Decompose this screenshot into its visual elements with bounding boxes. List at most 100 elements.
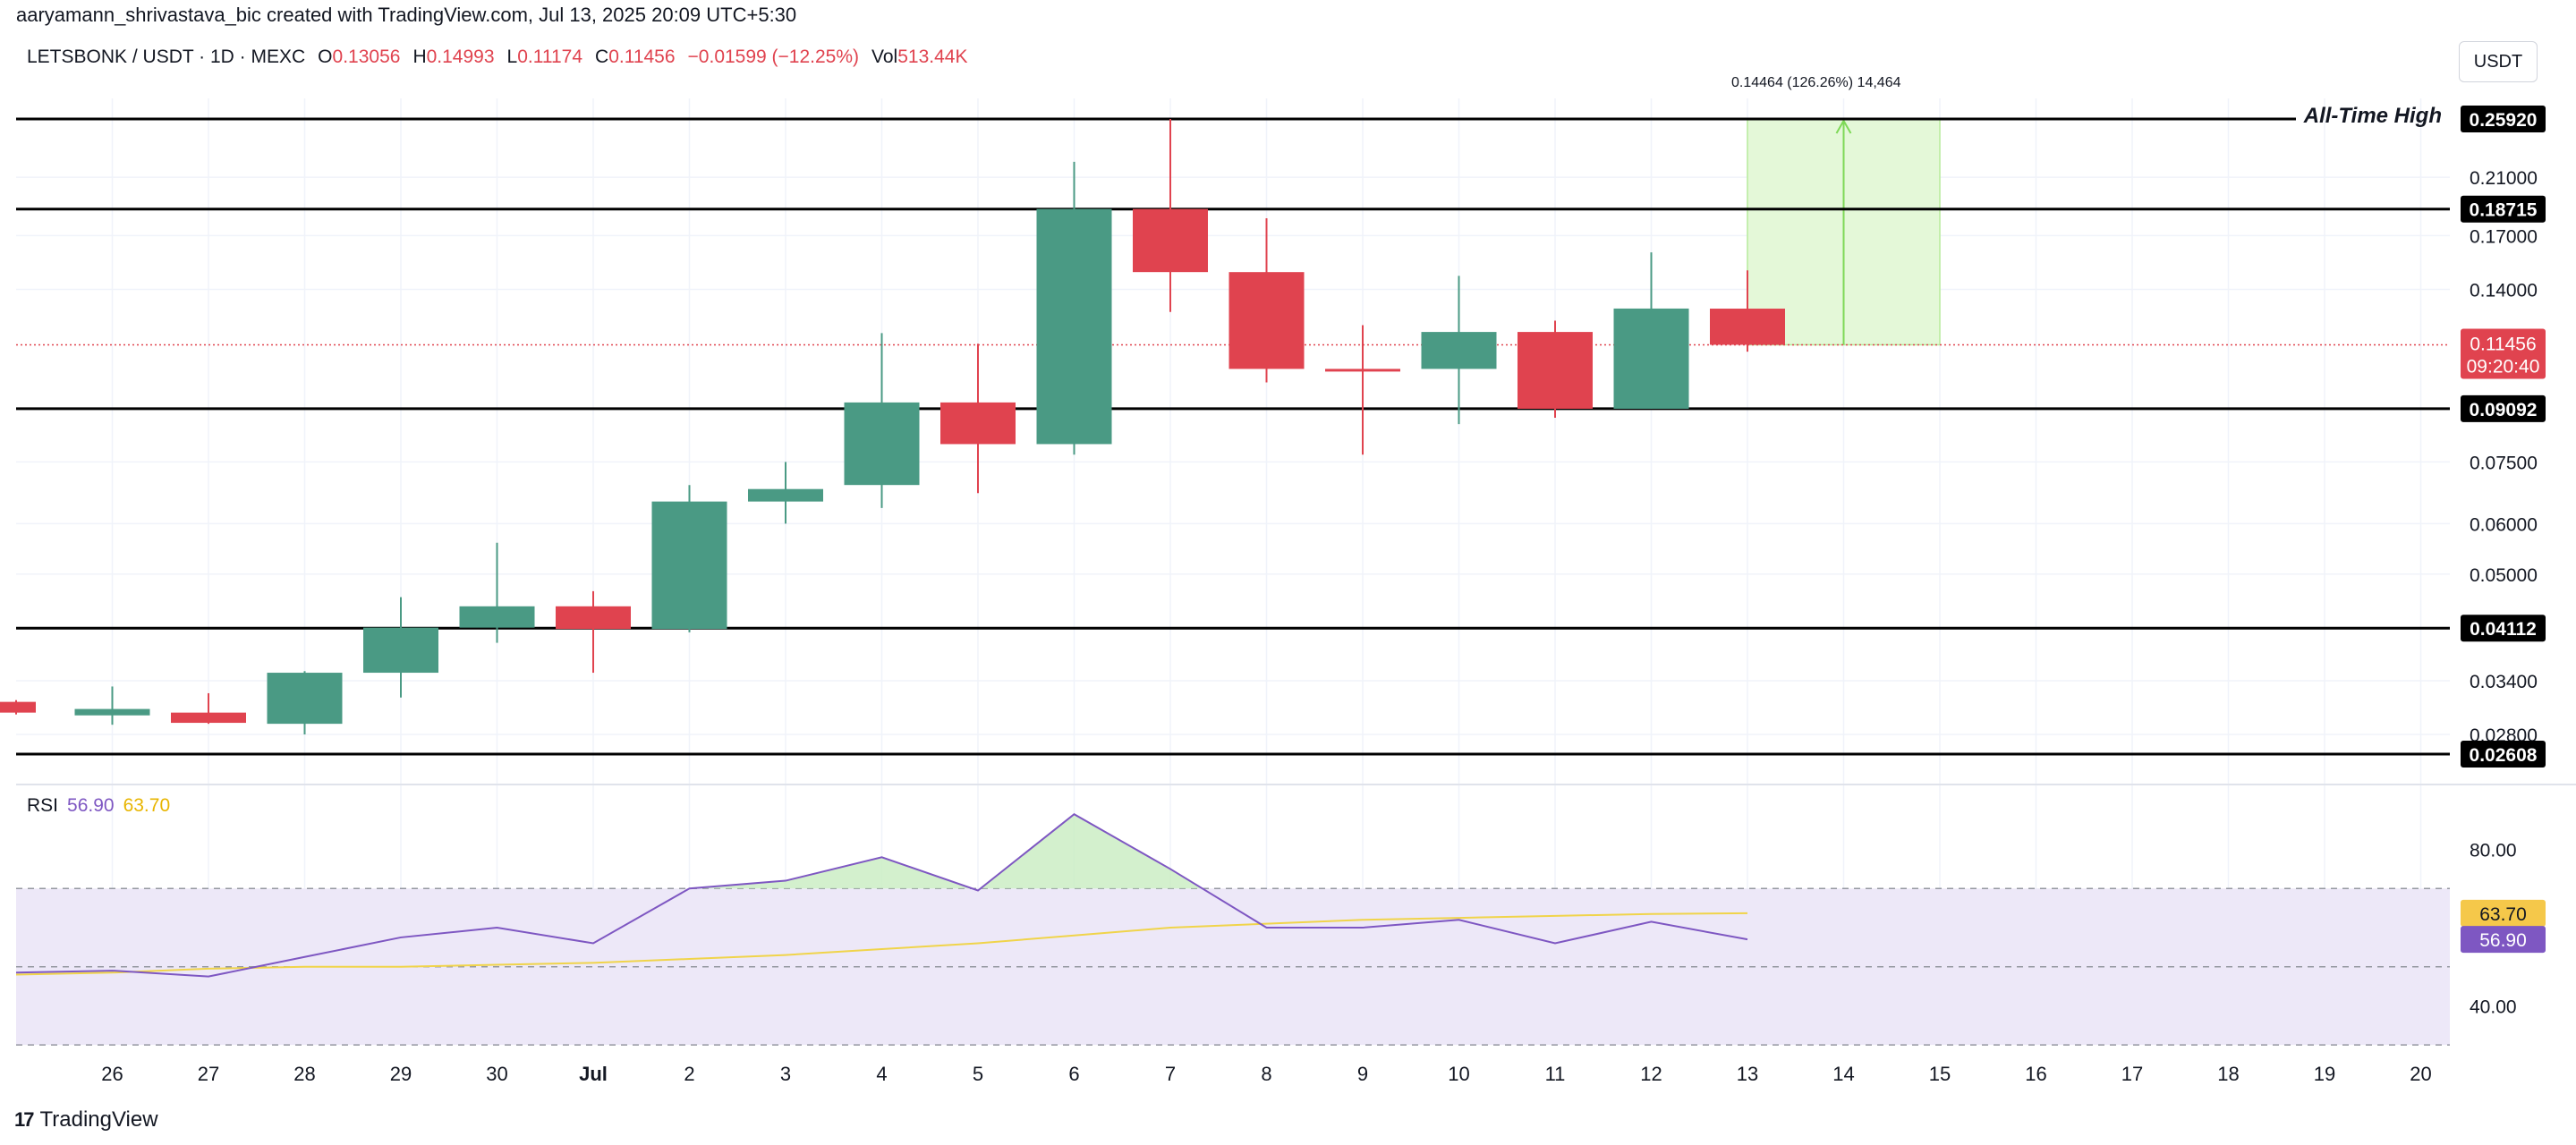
time-tick-label: 7 (1165, 1063, 1176, 1085)
rsi-legend: RSI 56.90 63.70 (27, 795, 170, 817)
symbol-label[interactable]: LETSBONK / USDT · 1D · MEXC (27, 47, 306, 67)
time-tick-label: 9 (1357, 1063, 1368, 1085)
candle (1325, 325, 1400, 455)
candle-body (1613, 308, 1689, 409)
candle-body (1228, 272, 1305, 369)
level-price-label-bg (2461, 106, 2546, 132)
candle (363, 597, 438, 698)
candle-body (363, 627, 438, 674)
price-tick-label: 0.03400 (2470, 672, 2538, 692)
time-tick-label: 26 (101, 1063, 123, 1085)
author-line: aaryamann_shrivastava_bic created with T… (16, 4, 797, 26)
price-tick-label: 0.06000 (2470, 514, 2538, 535)
time-tick-label: 13 (1737, 1063, 1758, 1085)
candle (1710, 270, 1785, 352)
time-tick-label: 16 (2025, 1063, 2046, 1085)
candle (267, 671, 343, 735)
time-tick-label: 3 (780, 1063, 791, 1085)
volume-label: Vol (871, 47, 898, 67)
candle-body (1133, 208, 1208, 273)
level-price-label: 0.25920 (2470, 110, 2538, 131)
candle-body (74, 708, 150, 716)
all-time-high-label: All-Time High (2303, 104, 2442, 128)
candle (748, 462, 823, 524)
countdown-label: 09:20:40 (2467, 356, 2540, 377)
price-tick-label: 0.21000 (2470, 168, 2538, 189)
open-value: 0.13056 (332, 47, 401, 67)
time-tick-label: 10 (1448, 1063, 1469, 1085)
open-label: O (318, 47, 333, 67)
candle-body (1710, 309, 1785, 345)
time-tick-label: Jul (579, 1063, 608, 1085)
rsi-ma-legend-value: 63.70 (123, 795, 171, 816)
time-tick-label: 11 (1545, 1063, 1566, 1085)
candle (940, 344, 1016, 494)
candle-body (844, 402, 920, 486)
price-tick-label: 0.14000 (2470, 280, 2538, 301)
candle (1613, 252, 1689, 409)
rsi-tick-label: 80.00 (2470, 841, 2517, 861)
candle-body (651, 501, 727, 630)
close-label: C (595, 47, 609, 67)
volume-value: 513.44K (897, 47, 968, 67)
candle (459, 542, 535, 643)
rsi-overbought-fill (1074, 814, 1170, 889)
level-price-label: 0.04112 (2470, 619, 2537, 640)
rsi-overbought-fill (786, 857, 882, 889)
high-value: 0.14993 (426, 47, 495, 67)
level-price-label: 0.09092 (2470, 400, 2538, 420)
time-axis: 26 27 28 29 30 Jul 2 3 4 5 6 7 8 9 10 11 12 13 14 15 16 17 18 1… (101, 1063, 2431, 1085)
time-tick-label: 17 (2121, 1063, 2143, 1085)
last-price-label: 0.11456 (2470, 334, 2536, 354)
candle-body (556, 606, 631, 630)
time-tick-label: 28 (293, 1063, 315, 1085)
horizontal-levels (16, 117, 2450, 756)
candle (1036, 161, 1112, 455)
rsi-name[interactable]: RSI (27, 795, 59, 816)
time-tick-label: 30 (486, 1063, 507, 1085)
candle (171, 692, 246, 725)
candle (1133, 119, 1208, 312)
candle-body (748, 488, 823, 502)
level-price-label-bg (2461, 741, 2546, 768)
tradingview-brand[interactable]: 17 TradingView (14, 1107, 158, 1132)
candle (844, 333, 920, 508)
rsi-value-label: 56.90 (2479, 930, 2527, 951)
time-tick-label: 18 (2217, 1063, 2239, 1085)
candle-body (1036, 208, 1112, 445)
candle (556, 590, 631, 674)
candle (0, 700, 36, 715)
time-tick-label: 14 (1832, 1063, 1854, 1085)
time-tick-label: 6 (1068, 1063, 1079, 1085)
candle (651, 485, 727, 632)
candle-body (171, 712, 246, 724)
level-price-label-bg (2461, 394, 2546, 422)
level-price-label: 0.18715 (2470, 200, 2538, 221)
time-tick-label: 12 (1640, 1063, 1662, 1085)
level-price-label-bg (2461, 195, 2546, 223)
level-price-label: 0.02608 (2470, 745, 2538, 766)
low-value: 0.11174 (517, 47, 583, 67)
change-value: −0.01599 (−12.25%) (687, 47, 860, 67)
candle-body (1421, 332, 1497, 369)
last-price-badge (2461, 328, 2546, 379)
rsi-ma-value-label: 63.70 (2479, 904, 2527, 925)
rsi-pane: 80.00 40.00 63.70 56.90 (15, 813, 2546, 1046)
time-tick-label: 15 (1929, 1063, 1951, 1085)
candle (1228, 218, 1305, 383)
tradingview-logo-icon: 17 (14, 1108, 35, 1131)
time-tick-label: 8 (1261, 1063, 1271, 1085)
rsi-ma-badge (2461, 899, 2546, 927)
candlesticks (0, 119, 1785, 735)
time-tick-label: 20 (2410, 1063, 2431, 1085)
time-tick-label: 27 (198, 1063, 219, 1085)
rsi-line (15, 813, 1748, 978)
time-tick-label: 19 (2314, 1063, 2335, 1085)
currency-button[interactable]: USDT (2459, 41, 2538, 82)
time-tick-label: 29 (390, 1063, 412, 1085)
candle-body (940, 402, 1016, 445)
low-label: L (506, 47, 518, 67)
price-axis: 0.21000 0.17000 0.14000 0.07500 0.06000 0.050… (2461, 106, 2546, 768)
candle (1518, 320, 1593, 418)
